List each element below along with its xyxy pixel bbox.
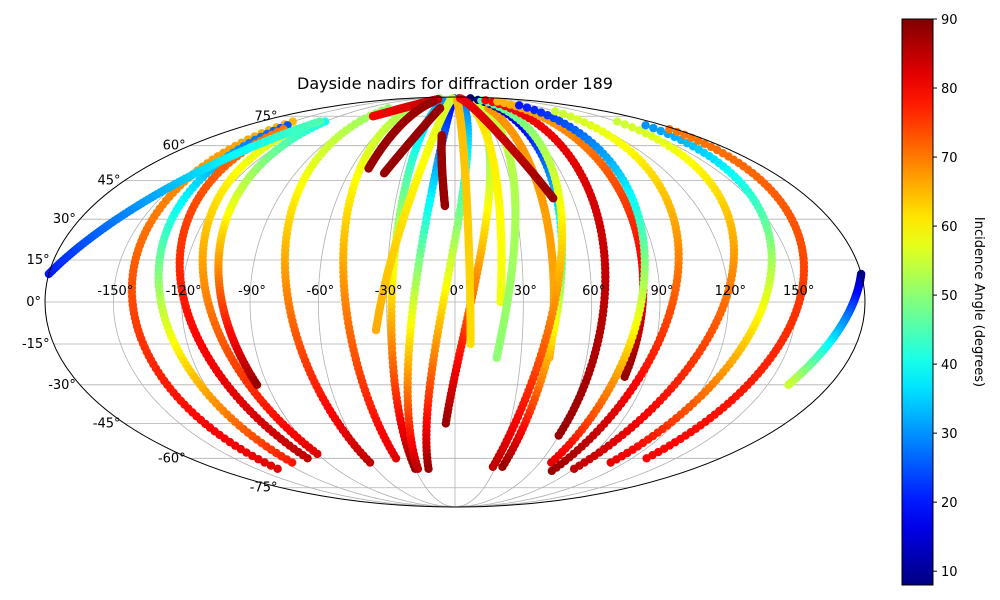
- data-point: [620, 372, 629, 381]
- colorbar-tick-label: 60: [941, 220, 958, 235]
- data-point: [488, 462, 498, 471]
- data-point: [694, 136, 703, 145]
- lat-tick-label: -75°: [250, 481, 278, 496]
- data-point: [260, 458, 269, 467]
- lat-tick-label: -60°: [158, 451, 186, 466]
- data-point: [303, 454, 312, 463]
- data-point: [514, 101, 524, 110]
- data-point: [554, 431, 563, 440]
- data-point: [413, 464, 423, 474]
- data-point: [466, 339, 475, 349]
- colorbar-gradient: [901, 18, 934, 586]
- colorbar-tick-label: 30: [941, 427, 958, 442]
- colorbar-tick-label: 70: [941, 151, 958, 166]
- data-point: [784, 380, 793, 390]
- lon-tick-label: 0°: [450, 284, 465, 299]
- data-point: [440, 201, 450, 211]
- lon-tick-label: 60°: [582, 284, 605, 299]
- data-point: [313, 449, 322, 459]
- colorbar-tick-label: 80: [941, 82, 958, 97]
- data-point: [566, 112, 575, 121]
- lat-tick-label: 75°: [254, 109, 277, 124]
- data-point: [620, 120, 630, 129]
- data-point: [559, 109, 568, 119]
- lat-tick-label: 45°: [98, 174, 121, 189]
- lon-tick-label: -30°: [375, 284, 403, 299]
- lat-tick-label: 0°: [26, 295, 41, 310]
- data-point: [642, 454, 651, 463]
- data-point: [391, 454, 401, 463]
- lon-tick-label: 150°: [783, 284, 814, 299]
- lon-tick-label: 30°: [514, 284, 537, 299]
- lat-tick-label: 30°: [53, 212, 76, 227]
- lat-tick-label: 60°: [163, 139, 186, 154]
- data-point: [549, 194, 558, 203]
- lat-tick-label: 15°: [27, 253, 50, 268]
- map-layer: -150° -120° -90° -60° -30° 0° 30° 60° 90° 120° 150…: [22, 94, 866, 508]
- colorbar-tick-label: 50: [941, 289, 958, 304]
- lat-tick-label: -45°: [93, 416, 121, 431]
- data-point: [613, 117, 622, 126]
- data-point: [315, 117, 325, 126]
- lon-tick-label: -150°: [97, 284, 133, 299]
- data-point: [573, 115, 582, 124]
- colorbar-label: Incidence Angle (degrees): [971, 217, 986, 387]
- data-point: [498, 462, 507, 471]
- data-point: [441, 419, 451, 428]
- data-point: [536, 108, 546, 117]
- data-point: [493, 97, 502, 106]
- data-point: [656, 126, 665, 136]
- data-point: [569, 464, 579, 474]
- chart-title: Dayside nadirs for diffraction order 189: [297, 74, 613, 93]
- data-point: [273, 464, 282, 474]
- lon-tick-label: 90°: [650, 284, 673, 299]
- colorbar: 10 20 30 40 50 60 70 80 90 Incidence Angle (degre…: [901, 13, 986, 586]
- map-outline: [44, 96, 866, 508]
- data-point: [254, 455, 263, 464]
- colorbar-tick-label: 40: [941, 358, 958, 373]
- data-point: [365, 458, 375, 467]
- data-point: [522, 103, 532, 112]
- data-point: [266, 461, 276, 470]
- data-point: [649, 123, 658, 133]
- colorbar-tick-label: 20: [941, 496, 958, 511]
- data-point: [634, 126, 644, 135]
- lat-tick-label: -15°: [22, 337, 50, 352]
- lon-tick-label: 120°: [715, 284, 746, 299]
- data-point: [496, 297, 505, 307]
- data-point: [429, 97, 438, 106]
- data-point: [435, 103, 445, 113]
- data-point: [481, 96, 490, 105]
- data-point: [530, 105, 539, 115]
- lon-tick-label: -120°: [166, 284, 202, 299]
- lon-tick-label: -60°: [306, 284, 334, 299]
- data-point: [580, 118, 589, 127]
- data-point: [547, 466, 557, 476]
- data-point: [700, 139, 710, 148]
- data-point: [641, 121, 650, 130]
- lon-tick-label: -90°: [238, 284, 266, 299]
- data-point: [627, 123, 637, 132]
- data-point: [641, 129, 650, 138]
- data-point: [252, 380, 262, 390]
- colorbar-tick-label: 10: [941, 565, 958, 580]
- data-point: [287, 458, 297, 467]
- data-point: [371, 325, 381, 335]
- scatter-points: [44, 94, 866, 476]
- lat-tick-label: -30°: [48, 378, 76, 393]
- data-point: [606, 458, 615, 467]
- data-point: [551, 107, 560, 116]
- data-point: [424, 464, 433, 474]
- data-point: [492, 353, 501, 362]
- colorbar-tick-label: 90: [941, 13, 958, 28]
